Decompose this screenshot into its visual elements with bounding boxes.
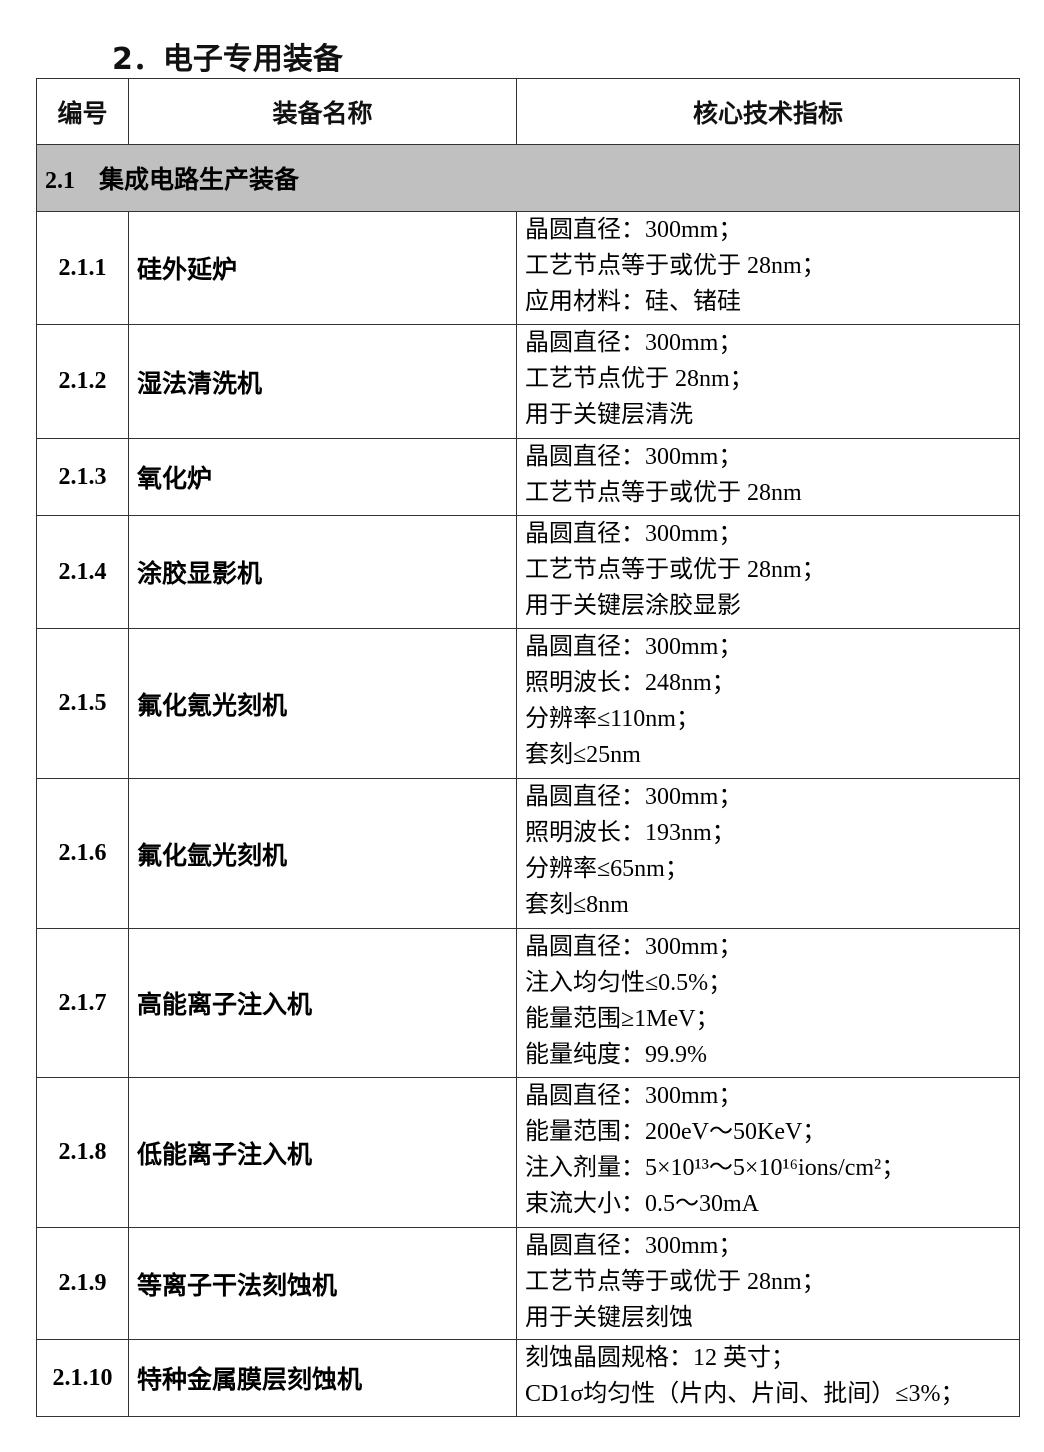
table-row: 2.1.10 特种金属膜层刻蚀机 刻蚀晶圆规格：12 英寸； CD1σ均匀性（片内、片… — [36, 1339, 1020, 1417]
spec-line: 束流大小：0.5～30mA — [525, 1191, 759, 1217]
column-header: 装备名称 — [128, 78, 517, 145]
spec-cell: 晶圆直径：300mm； 工艺节点等于或优于 28nm — [516, 438, 1020, 516]
section-row: 2.1 集成电路生产装备 — [36, 144, 1020, 212]
table-row: 2.1.4 涂胶显影机 晶圆直径：300mm； 工艺节点等于或优于 28nm； 用于关键… — [36, 515, 1020, 629]
spec-cell: 晶圆直径：300mm； 工艺节点等于或优于 28nm； 应用材料：硅、锗硅 — [516, 211, 1020, 325]
section-cell: 2.1 集成电路生产装备 — [36, 144, 1020, 212]
row-id: 2.1.6 — [36, 778, 129, 929]
spec-cell: 晶圆直径：300mm； 注入均匀性≤0.5%； 能量范围≥1MeV； 能量纯度：99.… — [516, 928, 1020, 1078]
column-header: 编号 — [36, 78, 129, 145]
equipment-name: 特种金属膜层刻蚀机 — [128, 1339, 517, 1417]
equipment-name: 高能离子注入机 — [128, 928, 517, 1078]
spec-cell: 晶圆直径：300mm； 照明波长：193nm； 分辨率≤65nm； 套刻≤8nm — [516, 778, 1020, 929]
spec-cell: 晶圆直径：300mm； 照明波长：248nm； 分辨率≤110nm； 套刻≤25nm — [516, 628, 1020, 779]
spec-line: 工艺节点优于 28nm； — [525, 366, 754, 392]
row-id: 2.1.10 — [36, 1339, 129, 1417]
spec-line: 注入剂量：5×10¹³～5×10¹⁶ions/cm²； — [525, 1155, 906, 1181]
table-row: 2.1.5 氟化氪光刻机 晶圆直径：300mm； 照明波长：248nm； 分辨率≤110… — [36, 628, 1020, 779]
spec-line: 晶圆直径：300mm； — [525, 330, 743, 356]
spec-line: 晶圆直径：300mm； — [525, 1233, 743, 1259]
spec-line: 晶圆直径：300mm； — [525, 634, 743, 660]
equipment-name: 氧化炉 — [128, 438, 517, 516]
section-name: 集成电路生产装备 — [99, 165, 300, 194]
spec-line: 套刻≤8nm — [525, 892, 629, 918]
section-id: 2.1 — [45, 168, 75, 194]
table-row: 2.1.2 湿法清洗机 晶圆直径：300mm； 工艺节点优于 28nm； 用于关键层清洗 — [36, 324, 1020, 439]
row-id: 2.1.9 — [36, 1227, 129, 1340]
spec-line: 晶圆直径：300mm； — [525, 784, 743, 810]
spec-cell: 晶圆直径：300mm； 能量范围：200eV～50KeV； 注入剂量：5×10¹³～… — [516, 1077, 1020, 1228]
spec-line: 能量纯度：99.9% — [525, 1042, 707, 1068]
spec-line: 晶圆直径：300mm； — [525, 1083, 743, 1109]
header-row: 编号 装备名称 核心技术指标 — [36, 78, 1020, 145]
spec-line: 晶圆直径：300mm； — [525, 521, 743, 547]
equipment-table: 编号 装备名称 核心技术指标 2.1 集成电路生产装备 2.1.1 硅外延炉 晶圆直径：300… — [36, 78, 1020, 1417]
row-id: 2.1.2 — [36, 324, 129, 439]
section-title: 2．电子专用装备 — [112, 42, 343, 77]
spec-line: 工艺节点等于或优于 28nm — [525, 480, 802, 506]
spec-line: 能量范围≥1MeV； — [525, 1006, 720, 1032]
row-id: 2.1.8 — [36, 1077, 129, 1228]
column-header: 核心技术指标 — [516, 78, 1020, 145]
spec-line: 用于关键层刻蚀 — [525, 1305, 693, 1331]
equipment-name: 氟化氩光刻机 — [128, 778, 517, 929]
spec-cell: 晶圆直径：300mm； 工艺节点等于或优于 28nm； 用于关键层刻蚀 — [516, 1227, 1020, 1340]
table-row: 2.1.6 氟化氩光刻机 晶圆直径：300mm； 照明波长：193nm； 分辨率≤65n… — [36, 778, 1020, 929]
table-row: 2.1.8 低能离子注入机 晶圆直径：300mm； 能量范围：200eV～50KeV；… — [36, 1077, 1020, 1228]
table-row: 2.1.7 高能离子注入机 晶圆直径：300mm； 注入均匀性≤0.5%； 能量范围≥1… — [36, 928, 1020, 1078]
equipment-name: 湿法清洗机 — [128, 324, 517, 439]
equipment-name: 低能离子注入机 — [128, 1077, 517, 1228]
spec-line: 能量范围：200eV～50KeV； — [525, 1119, 827, 1145]
row-id: 2.1.1 — [36, 211, 129, 325]
equipment-name: 氟化氪光刻机 — [128, 628, 517, 779]
spec-line: 应用材料：硅、锗硅 — [525, 289, 741, 315]
spec-line: 分辨率≤110nm； — [525, 706, 700, 732]
row-id: 2.1.3 — [36, 438, 129, 516]
spec-line: 套刻≤25nm — [525, 742, 641, 768]
table-row: 2.1.9 等离子干法刻蚀机 晶圆直径：300mm； 工艺节点等于或优于 28nm； 用… — [36, 1227, 1020, 1340]
table-row: 2.1.1 硅外延炉 晶圆直径：300mm； 工艺节点等于或优于 28nm； 应用材料：… — [36, 211, 1020, 325]
spec-line: 用于关键层清洗 — [525, 402, 693, 428]
spec-line: 用于关键层涂胶显影 — [525, 593, 741, 619]
spec-line: 工艺节点等于或优于 28nm； — [525, 253, 826, 279]
equipment-name: 涂胶显影机 — [128, 515, 517, 629]
equipment-name: 硅外延炉 — [128, 211, 517, 325]
equipment-name: 等离子干法刻蚀机 — [128, 1227, 517, 1340]
spec-cell: 晶圆直径：300mm； 工艺节点优于 28nm； 用于关键层清洗 — [516, 324, 1020, 439]
spec-line: 分辨率≤65nm； — [525, 856, 689, 882]
spec-line: 晶圆直径：300mm； — [525, 444, 743, 470]
spec-line: 工艺节点等于或优于 28nm； — [525, 557, 826, 583]
spec-line: 刻蚀晶圆规格：12 英寸； — [525, 1345, 795, 1371]
spec-cell: 刻蚀晶圆规格：12 英寸； CD1σ均匀性（片内、片间、批间）≤3%； — [516, 1339, 1020, 1417]
row-id: 2.1.7 — [36, 928, 129, 1078]
spec-line: CD1σ均匀性（片内、片间、批间）≤3%； — [525, 1381, 965, 1407]
spec-cell: 晶圆直径：300mm； 工艺节点等于或优于 28nm； 用于关键层涂胶显影 — [516, 515, 1020, 629]
spec-line: 注入均匀性≤0.5%； — [525, 970, 733, 996]
spec-line: 工艺节点等于或优于 28nm； — [525, 1269, 826, 1295]
row-id: 2.1.5 — [36, 628, 129, 779]
table-row: 2.1.3 氧化炉 晶圆直径：300mm； 工艺节点等于或优于 28nm — [36, 438, 1020, 516]
row-id: 2.1.4 — [36, 515, 129, 629]
spec-line: 晶圆直径：300mm； — [525, 217, 743, 243]
spec-line: 晶圆直径：300mm； — [525, 934, 743, 960]
spec-line: 照明波长：248nm； — [525, 670, 736, 696]
spec-line: 照明波长：193nm； — [525, 820, 736, 846]
